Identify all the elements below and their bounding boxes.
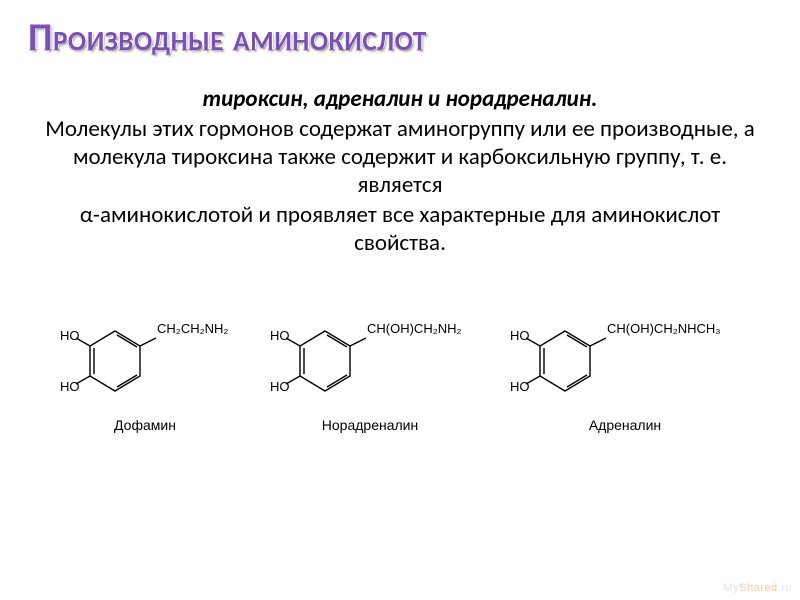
molecule-row: HO HO CH₂CH₂NH₂ Дофамин HO HO CH(OH)CH₂N… [0, 257, 800, 433]
molecule-dopamine: HO HO CH₂CH₂NH₂ Дофамин [60, 291, 230, 433]
body-paragraph-2: α-аминокислотой и проявляет все характер… [42, 201, 758, 257]
molecule-dopamine-svg: HO HO CH₂CH₂NH₂ [60, 291, 230, 411]
side-chain-0: CH₂CH₂NH₂ [157, 321, 228, 336]
page-title: Производные аминокислот [0, 0, 800, 57]
molecule-adrenaline-svg: HO HO CH(OH)CH₂NHCH₃ [510, 291, 740, 411]
svg-text:HO: HO [510, 328, 530, 343]
molecule-label-1: Норадреналин [270, 417, 470, 433]
hormone-list: тироксин, адреналин и норадреналин. [42, 85, 758, 113]
molecule-adrenaline: HO HO CH(OH)CH₂NHCH₃ Адреналин [510, 291, 740, 433]
svg-text:HO: HO [60, 379, 80, 394]
svg-text:HO: HO [270, 328, 290, 343]
side-chain-1: CH(OH)CH₂NH₂ [367, 321, 462, 336]
molecule-label-0: Дофамин [60, 417, 230, 433]
watermark-suf: .ru [778, 582, 792, 594]
watermark-pre: My [724, 582, 740, 594]
molecule-label-2: Адреналин [510, 417, 740, 433]
watermark: MyShared.ru [724, 582, 793, 594]
side-chain-2: CH(OH)CH₂NHCH₃ [607, 321, 721, 336]
molecule-noradrenaline: HO HO CH(OH)CH₂NH₂ Норадреналин [270, 291, 470, 433]
svg-text:HO: HO [510, 379, 530, 394]
molecule-noradrenaline-svg: HO HO CH(OH)CH₂NH₂ [270, 291, 470, 411]
svg-text:HO: HO [60, 328, 80, 343]
title-text: Производные аминокислот [28, 14, 427, 61]
svg-text:HO: HO [270, 379, 290, 394]
body-paragraph-1: Молекулы этих гормонов содержат аминогру… [42, 115, 758, 199]
body-text: тироксин, адреналин и норадреналин. Моле… [0, 57, 800, 257]
watermark-mid: Shared [739, 582, 777, 594]
